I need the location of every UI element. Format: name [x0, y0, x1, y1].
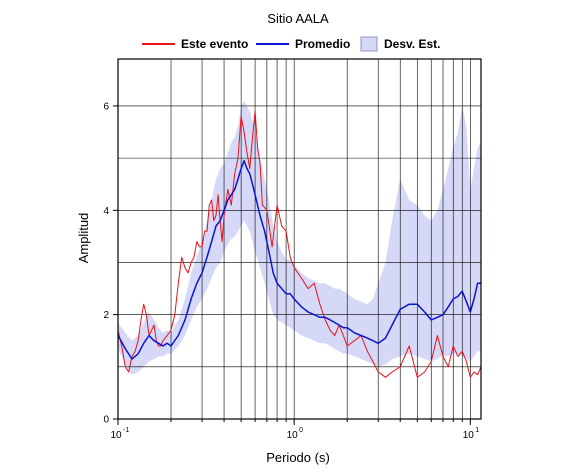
legend-label-este-evento: Este evento — [181, 37, 248, 51]
x-tick-label: 10 — [110, 430, 122, 441]
legend-swatch-desv-est — [360, 36, 378, 52]
x-tick-exponent: 0 — [299, 427, 303, 434]
series-line-promedio — [117, 159, 481, 360]
x-axis-label: Periodo (s) — [266, 450, 330, 465]
std-dev-band — [118, 100, 481, 375]
x-tick-exponent: 1 — [475, 427, 479, 434]
x-tick-label: 10 — [287, 430, 299, 441]
x-tick-exponent: -1 — [123, 427, 129, 434]
legend-label-desv-est: Desv. Est. — [384, 37, 440, 51]
chart-title: Sitio AALA — [267, 11, 329, 26]
y-tick-label: 0 — [103, 415, 109, 426]
y-tick-label: 6 — [103, 101, 109, 112]
y-tick-label: 4 — [103, 206, 109, 217]
x-tick-label: 10 — [463, 430, 475, 441]
y-tick-label: 2 — [103, 310, 109, 321]
legend: Este evento Promedio Desv. Est. — [142, 36, 440, 52]
legend-label-promedio: Promedio — [295, 37, 350, 51]
y-axis-label: Amplitud — [76, 213, 91, 264]
plot-frame — [117, 58, 482, 420]
